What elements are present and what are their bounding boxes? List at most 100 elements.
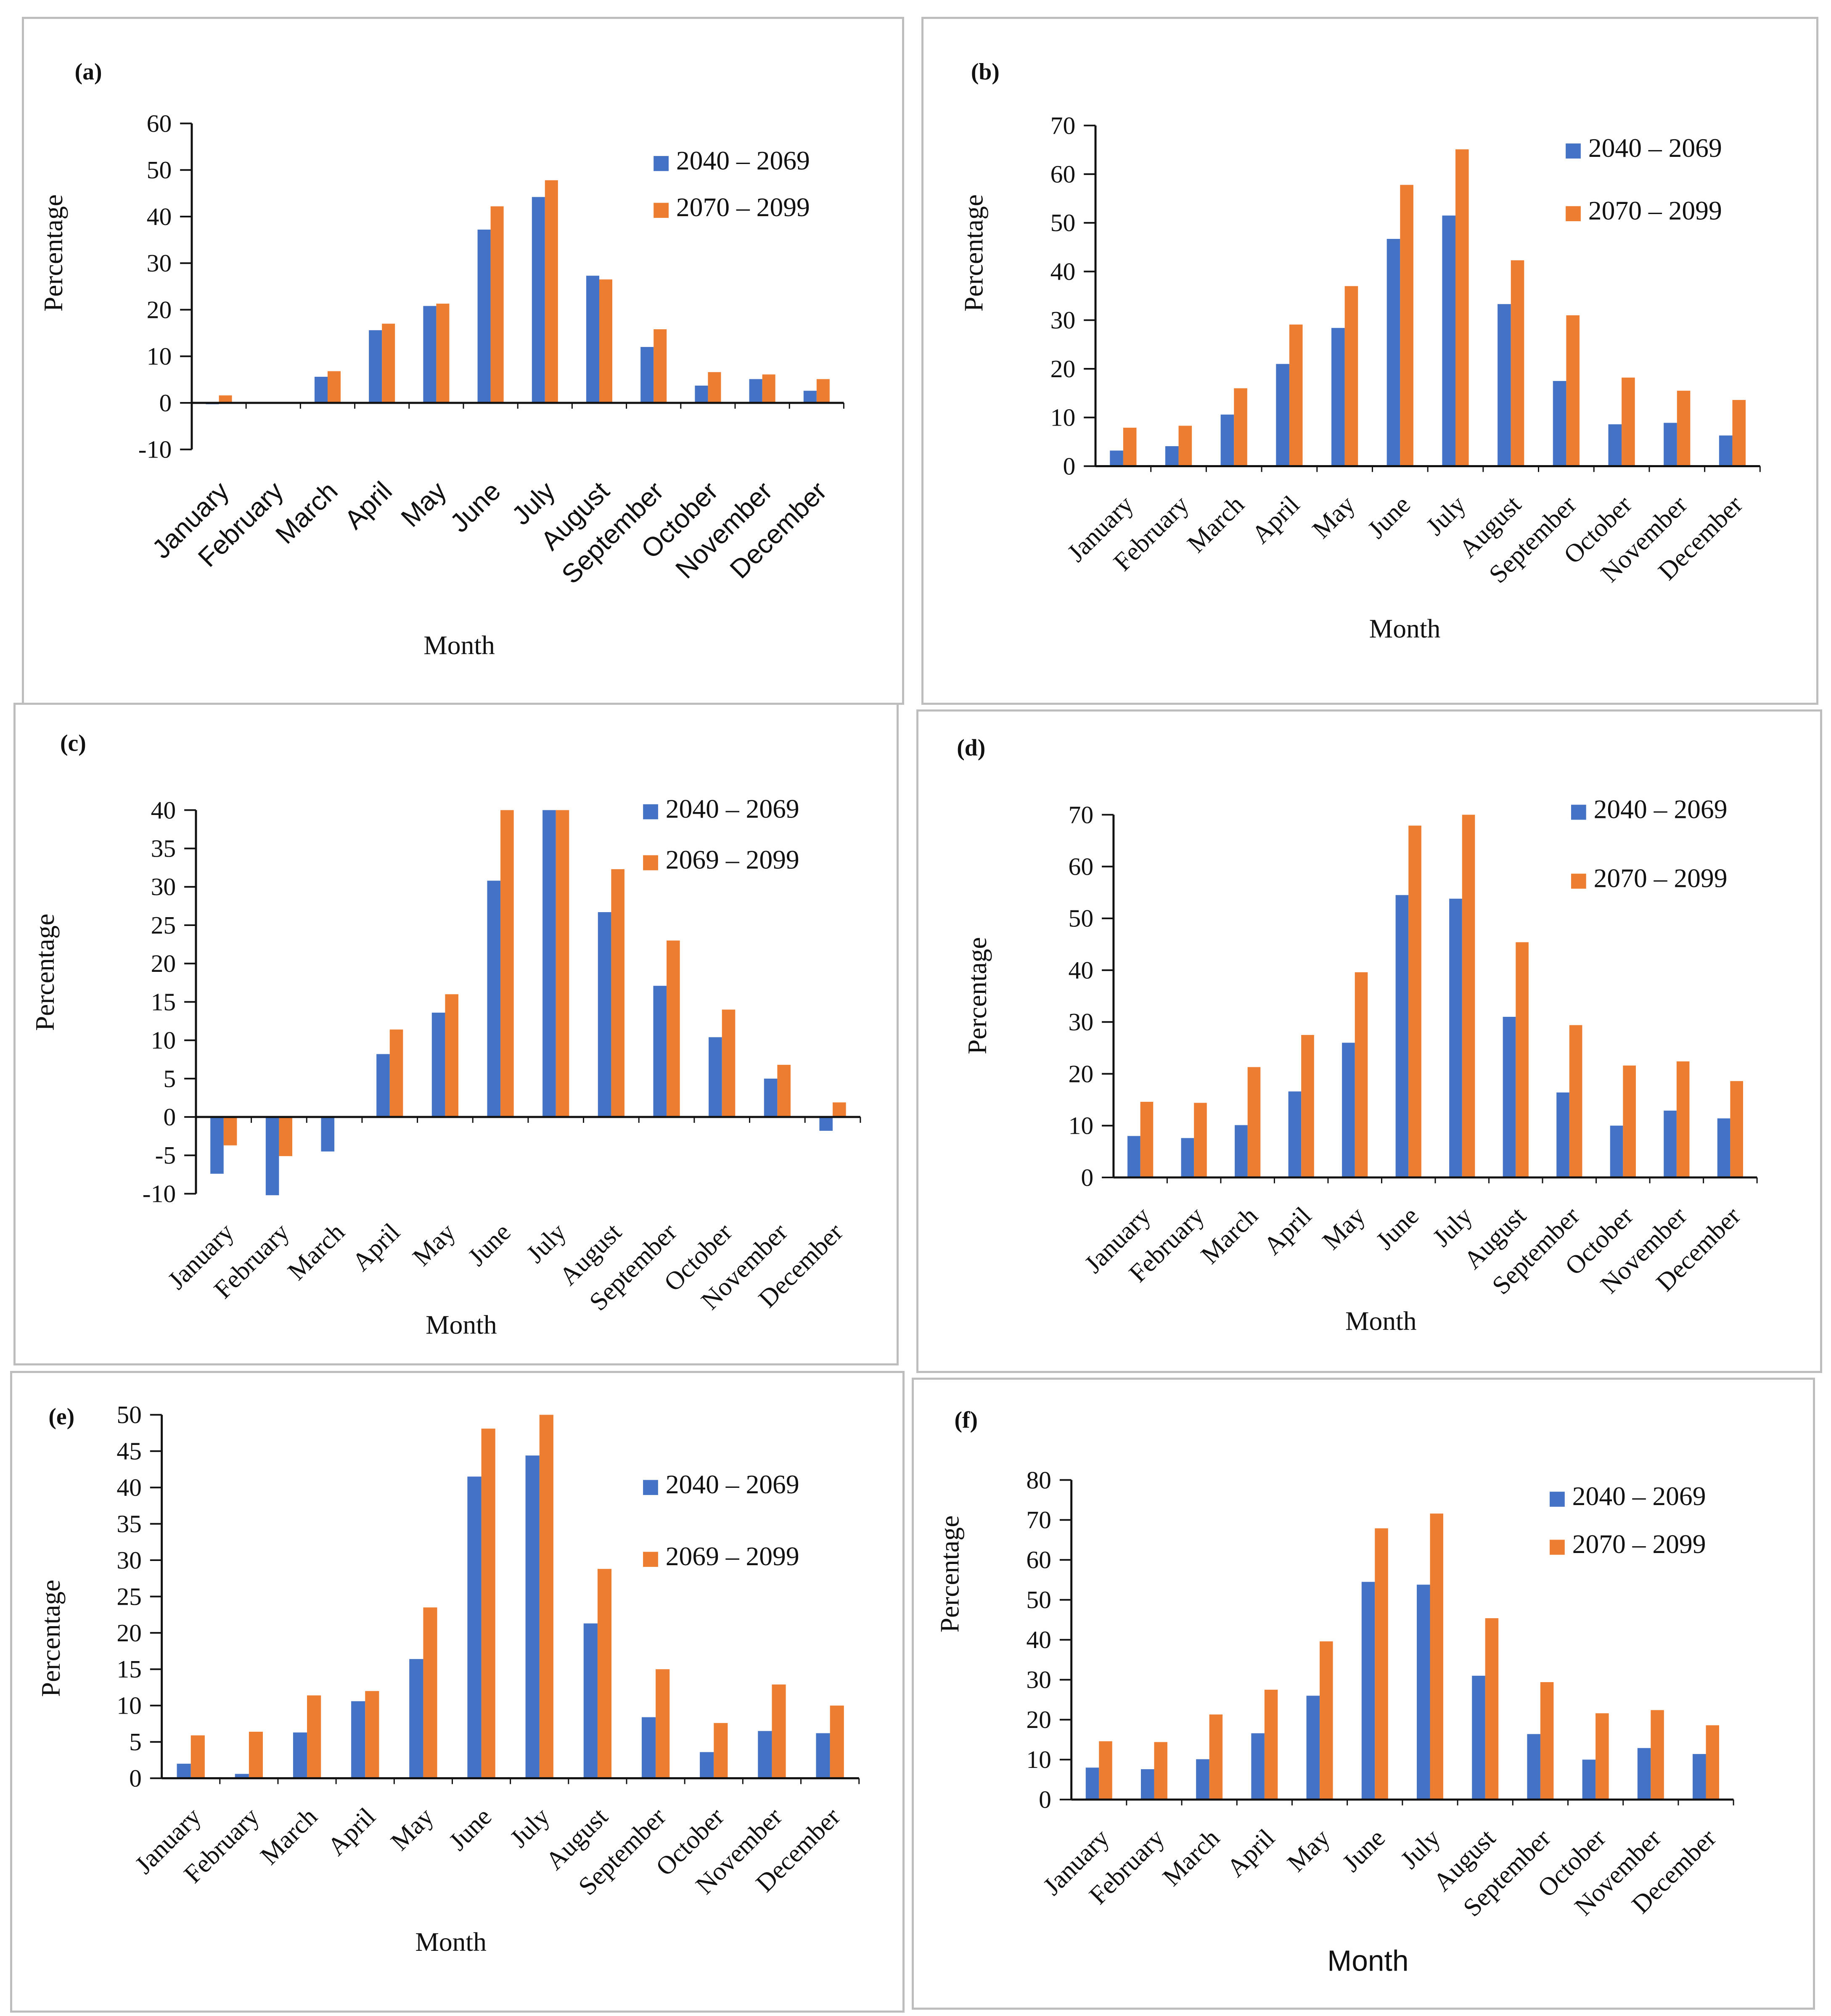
y-tick-label: 45: [116, 1437, 142, 1465]
bar-b-2-january: [1123, 428, 1137, 466]
bar-e-2-september: [656, 1669, 670, 1778]
legend-label: 2069 – 2099: [666, 1541, 799, 1571]
y-tick-label: 30: [147, 249, 172, 277]
legend-label: 2040 – 2069: [666, 1469, 799, 1499]
bar-a-1-august: [586, 275, 600, 403]
bar-a-1-december: [803, 391, 817, 403]
x-category-label: May: [385, 1802, 439, 1856]
y-tick-label: 50: [147, 156, 172, 184]
bar-f-2-december: [1706, 1725, 1719, 1800]
chart-e: (e)PercentageMonth05101520253035404550Ja…: [36, 1401, 860, 1957]
y-tick-label: 70: [1069, 801, 1094, 828]
legend-swatch: [1566, 206, 1581, 222]
bar-d-2-february: [1194, 1103, 1207, 1177]
bar-c-1-april: [376, 1054, 390, 1117]
bar-c-2-july: [556, 810, 569, 1117]
bar-c-2-february: [279, 1117, 293, 1156]
y-tick-label: 10: [116, 1692, 142, 1720]
bar-a-2-june: [490, 206, 504, 403]
bar-d-2-december: [1730, 1081, 1743, 1177]
y-tick-label: 60: [147, 109, 172, 137]
bar-f-2-may: [1320, 1641, 1333, 1800]
x-category-label: March: [1157, 1823, 1225, 1892]
y-tick-label: 20: [147, 296, 172, 323]
bar-a-2-may: [436, 304, 450, 403]
bar-b-1-june: [1386, 239, 1400, 466]
x-category-label: June: [1371, 1201, 1424, 1255]
y-tick-label: -10: [143, 1180, 176, 1207]
bar-d-1-march: [1235, 1125, 1248, 1177]
bar-a-1-july: [532, 197, 545, 403]
y-tick-label: 50: [1050, 209, 1076, 237]
bar-d-1-september: [1556, 1092, 1569, 1177]
bar-b-1-july: [1442, 215, 1455, 466]
chart-panel-f: (f) Percentage Month 0 10 20 30 40 50 60 70 80 Janua…: [912, 1378, 1815, 2010]
chart-panel-a: (a) Percentage Month -10 0 10 20 30 40 50 60 Januar…: [22, 17, 904, 705]
y-tick-label: 40: [1069, 956, 1094, 984]
panel-label: (c): [60, 730, 86, 756]
x-category-label: March: [282, 1218, 350, 1286]
bar-d-1-october: [1610, 1125, 1623, 1177]
chart-panel-b: (b) Percentage Month 0 10 20 30 40 50 60 70 January…: [921, 17, 1818, 705]
y-tick-label: 0: [129, 1765, 142, 1792]
bar-f-2-june: [1375, 1528, 1388, 1800]
legend-swatch: [643, 1552, 658, 1567]
legend-label: 2040 – 2069: [1594, 794, 1728, 824]
bar-c-1-august: [598, 912, 611, 1117]
y-axis-title: Percentage: [30, 914, 60, 1031]
y-tick-label: 25: [116, 1582, 142, 1610]
legend-swatch: [643, 804, 658, 820]
bar-b-1-october: [1608, 424, 1622, 466]
bar-a-1-may: [423, 306, 437, 403]
legend-swatch: [654, 156, 669, 171]
y-tick-label: 80: [1026, 1466, 1051, 1494]
bar-f-1-june: [1361, 1582, 1375, 1800]
y-tick-label: 70: [1026, 1506, 1051, 1534]
panel-label: (b): [971, 59, 1000, 85]
bar-f-1-december: [1693, 1754, 1706, 1800]
y-tick-label: 5: [129, 1728, 142, 1756]
y-tick-label: 0: [1081, 1164, 1093, 1191]
bar-c-1-may: [431, 1013, 445, 1117]
chart-d: (d)PercentageMonth010203040506070January…: [957, 735, 1758, 1336]
bar-e-2-december: [830, 1705, 844, 1778]
bar-b-2-october: [1622, 377, 1635, 466]
panel-label: (f): [955, 1407, 978, 1433]
y-axis-title: Percentage: [36, 1579, 66, 1697]
x-axis-title: Month: [1327, 1945, 1408, 1977]
bar-c-1-january: [210, 1117, 224, 1174]
y-tick-label: 20: [116, 1619, 142, 1647]
bar-c-1-november: [764, 1078, 778, 1117]
legend-label: 2070 – 2099: [676, 192, 810, 222]
y-tick-label: 70: [1050, 111, 1076, 139]
bar-d-2-may: [1355, 972, 1368, 1177]
bar-d-1-december: [1717, 1118, 1730, 1177]
bar-a-2-august: [599, 279, 613, 403]
bar-d-1-january: [1127, 1136, 1140, 1177]
bar-c-2-december: [833, 1102, 846, 1117]
bar-f-1-february: [1140, 1769, 1154, 1800]
x-category-label: March: [1182, 490, 1250, 558]
panel-label: (a): [75, 59, 102, 85]
x-category-label: May: [407, 1218, 461, 1272]
bar-d-2-january: [1140, 1102, 1154, 1177]
bar-e-2-october: [714, 1723, 728, 1778]
x-category-label: March: [255, 1802, 323, 1870]
bar-c-2-january: [223, 1117, 237, 1146]
bar-e-2-february: [249, 1732, 263, 1778]
y-tick-label: 5: [163, 1065, 176, 1093]
bar-f-1-september: [1527, 1734, 1540, 1800]
chart-panel-d: (d) Percentage Month 0 10 20 30 40 50 60 70 January…: [916, 709, 1822, 1373]
bar-a-2-december: [816, 379, 830, 403]
bar-e-1-december: [816, 1733, 830, 1778]
bar-e-1-february: [235, 1774, 249, 1778]
legend-swatch: [1571, 804, 1586, 820]
legend-label: 2070 – 2099: [1588, 196, 1722, 225]
bar-b-1-february: [1165, 446, 1179, 466]
bar-d-2-october: [1623, 1065, 1636, 1177]
bar-f-1-july: [1416, 1585, 1430, 1800]
bar-e-1-may: [409, 1659, 423, 1778]
y-tick-label: 15: [116, 1655, 142, 1683]
y-tick-label: 25: [151, 911, 176, 939]
legend-label: 2040 – 2069: [666, 794, 799, 823]
